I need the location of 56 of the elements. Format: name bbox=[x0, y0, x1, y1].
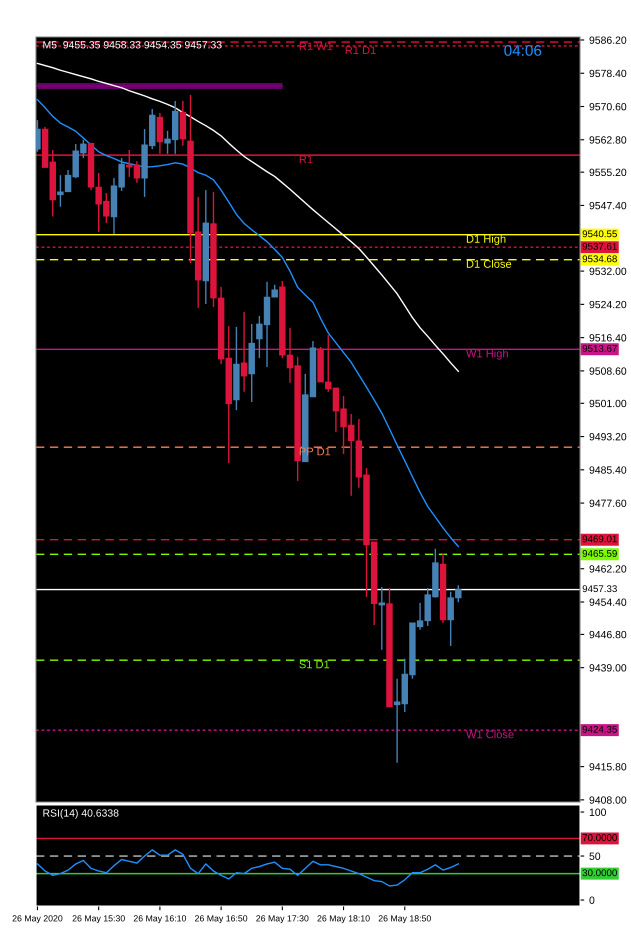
annotation: R1 D1 bbox=[346, 46, 376, 54]
ref-line-label: 9513.67 bbox=[582, 344, 617, 352]
x-tick-label: 26 May 18:10 bbox=[317, 915, 370, 924]
annotation: W1 Close bbox=[466, 730, 514, 738]
line-series bbox=[36, 98, 460, 548]
candlestick bbox=[240, 311, 248, 392]
y-tick-label: 9439.00 bbox=[590, 664, 626, 672]
y-tick-label: 9547.40 bbox=[590, 202, 626, 210]
candlestick bbox=[378, 586, 386, 650]
ref-line-label: 9534.68 bbox=[582, 255, 617, 262]
y-tick-label: 9578.40 bbox=[590, 70, 626, 78]
x-tick-label: 26 May 16:50 bbox=[195, 915, 248, 924]
x-tick-label: 26 May 17:30 bbox=[256, 915, 308, 924]
x-tick-label: 26 May 2020 bbox=[12, 915, 62, 924]
y-tick-label: 9485.40 bbox=[590, 466, 626, 474]
annotation: D1 Close bbox=[466, 260, 512, 268]
y-tick-label: 9508.60 bbox=[590, 367, 626, 375]
y-tick-label: 9446.80 bbox=[590, 630, 626, 638]
y-tick-label: 9524.20 bbox=[590, 300, 626, 308]
y-tick-label: 9570.60 bbox=[590, 103, 626, 110]
y-tick-label: 9555.20 bbox=[590, 168, 626, 176]
y-tick-label: 9586.20 bbox=[590, 36, 626, 44]
y-tick-label: 9532.00 bbox=[590, 268, 626, 275]
ref-line-label: 30.0000 bbox=[582, 869, 617, 876]
annotation: PP D1 bbox=[300, 448, 330, 456]
y-tick-label: 50 bbox=[589, 852, 600, 860]
x-tick-label: 26 May 18:50 bbox=[378, 915, 431, 924]
line-series bbox=[36, 849, 460, 887]
annotation: D1 High bbox=[466, 234, 506, 246]
text: 04:06 bbox=[504, 45, 542, 56]
annotation: S1 D1 bbox=[299, 660, 330, 668]
y-tick-label: 100 bbox=[590, 808, 606, 816]
y-tick-label: 9415.80 bbox=[590, 763, 626, 770]
annotation: W1 High bbox=[466, 349, 508, 360]
y-tick-label: 9516.40 bbox=[590, 334, 626, 342]
y-tick-label: 9501.00 bbox=[590, 400, 626, 408]
x-tick-label: 26 May 16:10 bbox=[134, 915, 186, 924]
y-tick-label: 9454.40 bbox=[590, 598, 626, 606]
ref-line-label: 9469.01 bbox=[582, 535, 617, 542]
annotation: R1 bbox=[300, 156, 313, 164]
chart-title: RSI(14) 40.6338 bbox=[43, 809, 119, 819]
ref-line-label: 9424.35 bbox=[582, 726, 617, 733]
x-tick-label: 26 May 15:30 bbox=[72, 915, 125, 924]
y-tick-label: 9562.80 bbox=[590, 136, 626, 144]
y-tick-label: 9462.20 bbox=[590, 565, 626, 573]
ref-line-label: 9540.55 bbox=[582, 230, 617, 238]
ref-line-label: 9457.33 bbox=[582, 585, 617, 592]
line-series bbox=[36, 62, 460, 372]
y-tick-label: 9408.00 bbox=[590, 796, 626, 804]
y-tick-label: 9477.60 bbox=[590, 500, 626, 507]
y-tick-label: 9493.20 bbox=[590, 433, 626, 440]
chart-title: M5 9455.35 9458.33 9454.35 9457.33 bbox=[43, 41, 222, 48]
y-tick-label: 0 bbox=[589, 896, 594, 904]
ref-line-label: 9537.61 bbox=[582, 242, 617, 250]
ref-line-label: 70.0000 bbox=[582, 834, 617, 842]
ref-line-label: 9465.59 bbox=[582, 550, 617, 557]
